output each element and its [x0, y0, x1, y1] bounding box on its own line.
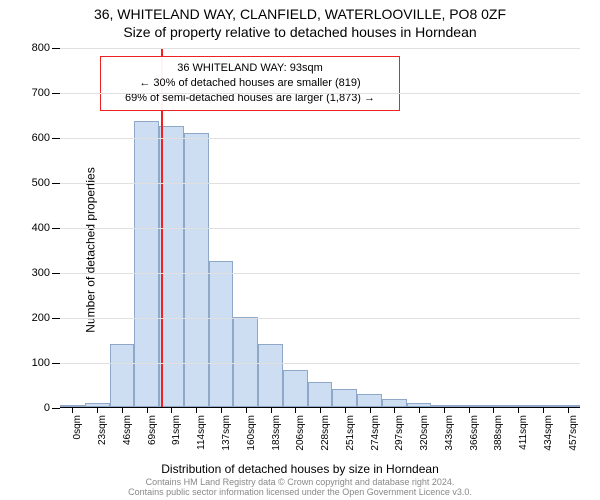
y-tick	[52, 183, 60, 184]
x-tick: 388sqm	[481, 407, 506, 415]
x-tick: 160sqm	[233, 407, 258, 415]
annotation-line2: ← 30% of detached houses are smaller (81…	[109, 76, 391, 91]
plot-area: 0sqm23sqm46sqm69sqm91sqm114sqm137sqm160s…	[60, 48, 580, 408]
gridline	[60, 138, 580, 139]
y-tick	[52, 48, 60, 49]
y-tick-label: 300	[20, 267, 50, 279]
y-tick-label: 800	[20, 42, 50, 54]
x-tick-label: 46sqm	[122, 415, 133, 445]
x-tick-label: 457sqm	[568, 415, 579, 451]
y-tick-label: 0	[20, 402, 50, 414]
y-tick	[52, 228, 60, 229]
y-tick	[52, 273, 60, 274]
x-tick: 114sqm	[184, 407, 209, 415]
gridline	[60, 183, 580, 184]
x-tick: 434sqm	[531, 407, 556, 415]
x-tick: 228sqm	[308, 407, 333, 415]
gridline	[60, 318, 580, 319]
page-title-line1: 36, WHITELAND WAY, CLANFIELD, WATERLOOVI…	[0, 6, 600, 22]
histogram-bar	[308, 382, 333, 407]
y-tick-label: 700	[20, 87, 50, 99]
x-tick: 206sqm	[283, 407, 308, 415]
x-tick: 274sqm	[357, 407, 382, 415]
x-tick-label: 388sqm	[493, 415, 504, 451]
histogram-bar	[283, 370, 308, 407]
y-tick-label: 600	[20, 132, 50, 144]
y-tick-label: 400	[20, 222, 50, 234]
footer-line2: Contains public sector information licen…	[0, 488, 600, 498]
gridline	[60, 273, 580, 274]
x-tick-label: 206sqm	[295, 415, 306, 451]
x-tick: 0sqm	[60, 407, 85, 415]
x-tick-label: 320sqm	[419, 415, 430, 451]
y-tick-label: 200	[20, 312, 50, 324]
histogram-bar	[184, 133, 209, 407]
y-tick	[52, 408, 60, 409]
x-tick-label: 411sqm	[518, 415, 529, 450]
x-tick: 69sqm	[134, 407, 159, 415]
histogram-bar	[110, 344, 135, 407]
x-tick-label: 251sqm	[345, 415, 356, 451]
x-tick: 137sqm	[209, 407, 234, 415]
y-tick-label: 500	[20, 177, 50, 189]
histogram-bar	[209, 261, 234, 407]
chart-container: 36, WHITELAND WAY, CLANFIELD, WATERLOOVI…	[0, 0, 600, 500]
x-tick-label: 69sqm	[147, 415, 158, 445]
x-tick-label: 91sqm	[171, 415, 182, 445]
y-tick	[52, 318, 60, 319]
x-ticks: 0sqm23sqm46sqm69sqm91sqm114sqm137sqm160s…	[60, 407, 580, 415]
x-tick: 23sqm	[85, 407, 110, 415]
x-tick-label: 343sqm	[444, 415, 455, 451]
x-tick-label: 297sqm	[394, 415, 405, 451]
y-tick-label: 100	[20, 357, 50, 369]
x-tick: 297sqm	[382, 407, 407, 415]
x-tick: 183sqm	[258, 407, 283, 415]
page-title-line2: Size of property relative to detached ho…	[0, 24, 600, 40]
x-tick-label: 137sqm	[221, 415, 232, 451]
x-tick-label: 228sqm	[320, 415, 331, 451]
x-tick: 366sqm	[456, 407, 481, 415]
histogram-bar	[134, 121, 159, 407]
x-tick-label: 23sqm	[97, 415, 108, 445]
gridline	[60, 93, 580, 94]
histogram-bar	[332, 389, 357, 407]
x-tick-label: 274sqm	[370, 415, 381, 451]
gridline	[60, 363, 580, 364]
x-tick: 320sqm	[407, 407, 432, 415]
x-tick: 91sqm	[159, 407, 184, 415]
annotation-line1: 36 WHITELAND WAY: 93sqm	[109, 61, 391, 76]
y-tick	[52, 363, 60, 364]
x-tick: 457sqm	[555, 407, 580, 415]
histogram-bar	[382, 399, 407, 407]
annotation-box: 36 WHITELAND WAY: 93sqm ← 30% of detache…	[100, 56, 400, 111]
x-tick-label: 0sqm	[72, 415, 83, 439]
gridline	[60, 228, 580, 229]
x-tick-label: 366sqm	[469, 415, 480, 451]
x-tick-label: 434sqm	[543, 415, 554, 451]
x-axis-label: Distribution of detached houses by size …	[0, 462, 600, 476]
gridline	[60, 48, 580, 49]
x-tick: 411sqm	[506, 407, 531, 415]
y-tick	[52, 138, 60, 139]
x-tick: 251sqm	[332, 407, 357, 415]
histogram-bar	[233, 317, 258, 407]
x-tick-label: 183sqm	[271, 415, 282, 451]
footer-attribution: Contains HM Land Registry data © Crown c…	[0, 478, 600, 498]
histogram-bar	[357, 394, 382, 408]
y-tick	[52, 93, 60, 94]
x-tick: 46sqm	[110, 407, 135, 415]
x-tick-label: 114sqm	[196, 415, 207, 450]
x-tick: 343sqm	[431, 407, 456, 415]
histogram-bar	[258, 344, 283, 407]
x-tick-label: 160sqm	[246, 415, 257, 451]
